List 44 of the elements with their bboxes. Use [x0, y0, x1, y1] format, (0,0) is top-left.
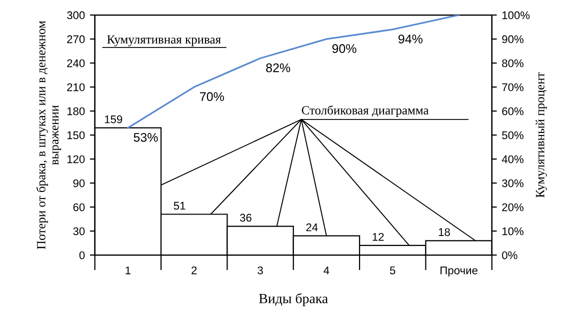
x-tick-label: 4 [324, 266, 330, 274]
x-tick-label: 5 [390, 266, 396, 274]
y2-tick-label: 100% [502, 11, 530, 20]
y-tick-label: 210 [67, 83, 85, 92]
annotation: Столбиковая диаграмма [302, 105, 429, 118]
y-tick-label: 90 [73, 179, 85, 188]
y-tick-label: 180 [67, 107, 85, 116]
y-tick-label: 270 [67, 35, 85, 44]
x-tick-label: 1 [126, 266, 130, 274]
y-tick-label: 150 [67, 131, 85, 140]
y2-tick-label: 60% [502, 107, 524, 116]
x-axis-title: Виды брака [259, 293, 328, 306]
x-tick-label: 3 [258, 266, 263, 274]
data-label: 51 [174, 202, 186, 210]
data-label: 82% [266, 63, 290, 72]
y2-tick-label: 40% [502, 155, 524, 164]
y-tick-label: 60 [73, 203, 85, 212]
data-label: 70% [200, 92, 224, 102]
y-tick-label: 240 [67, 59, 85, 68]
y2-tick-label: 30% [502, 179, 524, 188]
y-tick-label: 120 [67, 155, 85, 164]
y2-tick-label: 80% [502, 59, 524, 68]
y-axis-title: Потери от брака, в штуках или в денежном выражении [36, 20, 62, 250]
y-tick-label: 300 [67, 11, 85, 20]
y2-tick-label: 50% [502, 131, 524, 140]
data-label: 18 [438, 228, 450, 236]
y2-axis-title: Кумулятивный процент [536, 72, 547, 198]
y2-tick-label: 10% [502, 227, 524, 236]
data-label: 36 [240, 214, 252, 222]
y-tick-label: 30 [73, 227, 85, 236]
y2-tick-label: 0% [502, 251, 518, 260]
annotation: Кумулятивная кривая [107, 35, 221, 46]
data-label: 24 [306, 223, 318, 232]
y2-tick-label: 70% [502, 83, 524, 92]
y-tick-label: 0 [79, 251, 85, 260]
data-label: 159 [104, 115, 122, 124]
data-label: 94% [398, 34, 422, 44]
data-label: 90% [332, 44, 356, 54]
x-tick-label: Прочие [440, 266, 478, 277]
data-label: 12 [372, 232, 384, 241]
x-tick-label: 2 [192, 266, 197, 274]
y2-tick-label: 90% [502, 35, 524, 44]
y2-tick-label: 20% [502, 203, 524, 212]
data-label: 53% [134, 132, 158, 142]
